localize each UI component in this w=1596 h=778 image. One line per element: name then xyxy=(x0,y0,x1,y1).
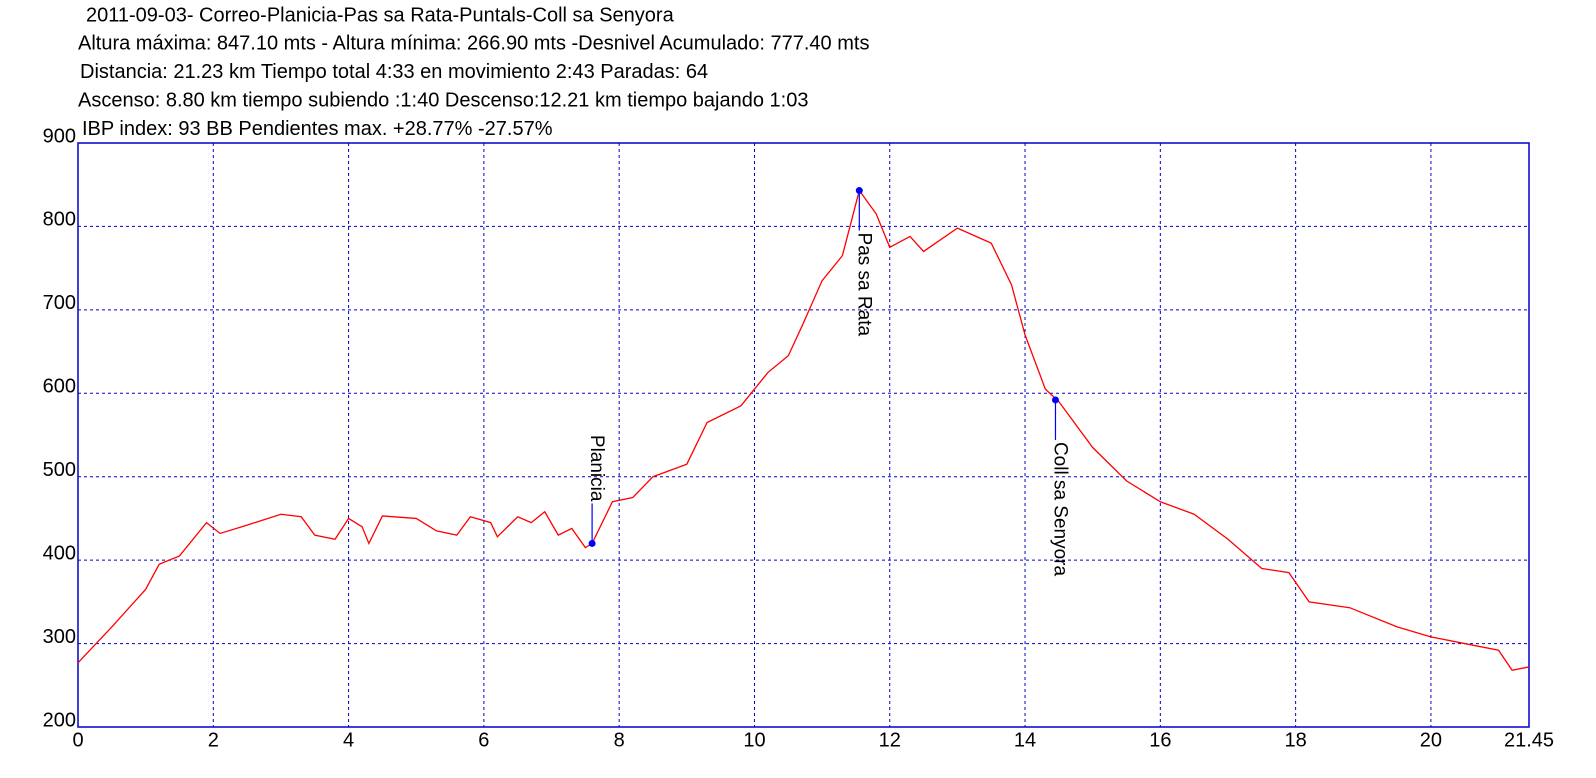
annotation-label: Coll sa Senyora xyxy=(1049,442,1070,577)
elevation-line xyxy=(77,189,1530,671)
x-tick-label: 2 xyxy=(208,729,219,751)
y-tick-label: 700 xyxy=(43,292,76,314)
x-tick-label: 16 xyxy=(1149,729,1171,751)
y-tick-label: 500 xyxy=(43,459,76,481)
annotation-label: Planicia xyxy=(586,435,607,502)
y-tick-label: 300 xyxy=(43,626,76,648)
plot-frame xyxy=(77,142,1530,728)
x-tick-label: 20 xyxy=(1420,729,1442,751)
info-line: Ascenso: 8.80 km tiempo subiendo :1:40 D… xyxy=(78,89,808,111)
x-tick-label: 6 xyxy=(478,729,489,751)
info-line: Distancia: 21.23 km Tiempo total 4:33 en… xyxy=(80,61,708,83)
x-tick-label: 12 xyxy=(879,729,901,751)
y-tick-label: 800 xyxy=(43,209,76,231)
annotation-marker xyxy=(855,187,863,195)
info-line: Altura máxima: 847.10 mts - Altura mínim… xyxy=(78,32,869,54)
x-tick-label: 4 xyxy=(343,729,354,751)
x-tick-label: 0 xyxy=(72,729,83,751)
annotation-label: Pas sa Rata xyxy=(853,233,874,337)
y-tick-label: 200 xyxy=(43,709,76,731)
y-tick-label: 400 xyxy=(43,542,76,564)
x-tick-label: 8 xyxy=(614,729,625,751)
info-line: IBP index: 93 BB Pendientes max. +28.77%… xyxy=(82,118,553,140)
x-tick-label: 18 xyxy=(1284,729,1306,751)
chart-title: 2011-09-03- Correo-Planicia-Pas sa Rata-… xyxy=(86,4,675,26)
x-tick-label: 10 xyxy=(743,729,765,751)
annotation-marker xyxy=(1051,396,1059,404)
y-tick-label: 600 xyxy=(43,376,76,398)
y-tick-label: 900 xyxy=(43,125,76,147)
x-tick-label: 14 xyxy=(1014,729,1036,751)
annotation-marker xyxy=(588,539,596,547)
x-tick-label: 21.45 xyxy=(1504,729,1554,751)
